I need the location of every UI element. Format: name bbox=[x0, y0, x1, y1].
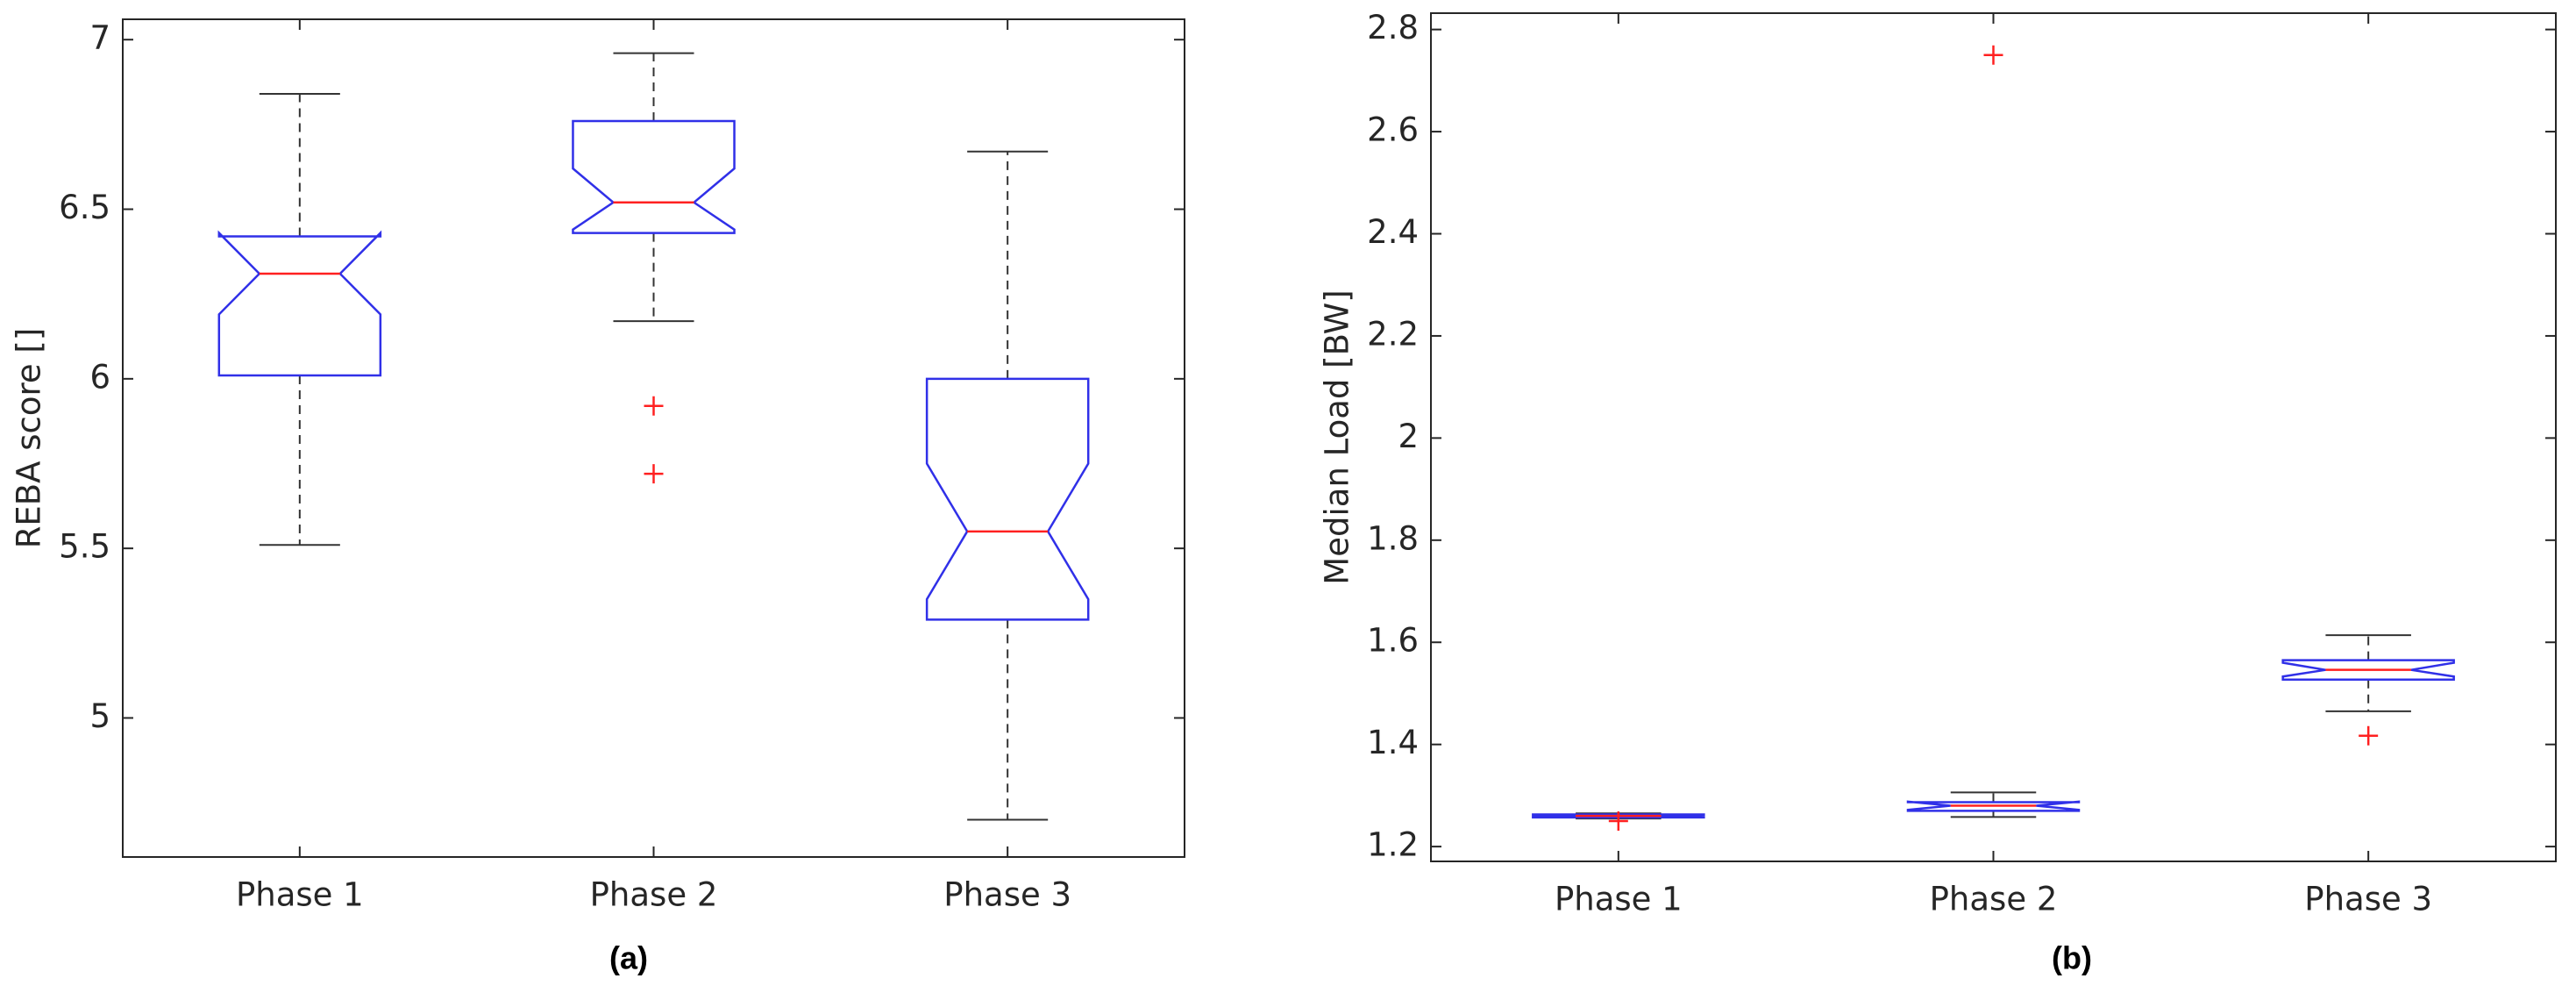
y-tick-label: 1.8 bbox=[1367, 519, 1419, 557]
caption: (a) bbox=[609, 940, 648, 976]
outlier bbox=[1608, 811, 1628, 832]
y-tick-label: 6 bbox=[89, 358, 110, 396]
x-tick-label: Phase 3 bbox=[2304, 881, 2432, 918]
plot-frame bbox=[1430, 12, 2557, 862]
outlier bbox=[2359, 725, 2379, 746]
notched-box bbox=[572, 119, 736, 234]
x-tick-label: Phase 3 bbox=[943, 876, 1071, 914]
notched-box bbox=[1532, 813, 1705, 819]
y-tick-label: 2.6 bbox=[1367, 111, 1419, 149]
y-tick-label: 2.8 bbox=[1367, 9, 1419, 46]
caption: (b) bbox=[2052, 940, 2092, 976]
x-tick-label: Phase 2 bbox=[590, 876, 718, 914]
x-tick-label: Phase 2 bbox=[1930, 881, 2058, 918]
outlier bbox=[644, 396, 664, 416]
outlier bbox=[644, 464, 664, 484]
y-tick-label: 7 bbox=[89, 19, 110, 57]
notched-box bbox=[925, 377, 1090, 621]
y-tick-label: 6.5 bbox=[59, 189, 110, 226]
y-tick-label: 2 bbox=[1398, 418, 1419, 455]
notched-box bbox=[1906, 800, 2081, 812]
y-tick-label: 1.4 bbox=[1367, 724, 1419, 761]
y-axis-label: Median Load [BW] bbox=[1319, 289, 1356, 584]
x-tick-label: Phase 1 bbox=[236, 876, 364, 914]
y-tick-label: 1.6 bbox=[1367, 622, 1419, 660]
outlier bbox=[1983, 45, 2003, 65]
y-tick-label: 2.4 bbox=[1367, 213, 1419, 251]
y-tick-label: 5 bbox=[89, 697, 110, 735]
y-axis-label: REBA score [] bbox=[11, 328, 48, 549]
y-tick-label: 1.2 bbox=[1367, 826, 1419, 864]
y-tick-label: 5.5 bbox=[59, 528, 110, 566]
x-tick-label: Phase 1 bbox=[1555, 881, 1683, 918]
notched-box bbox=[217, 230, 382, 377]
notched-box bbox=[2281, 659, 2455, 681]
plot-frame bbox=[122, 18, 1185, 858]
y-tick-label: 2.2 bbox=[1367, 315, 1419, 353]
